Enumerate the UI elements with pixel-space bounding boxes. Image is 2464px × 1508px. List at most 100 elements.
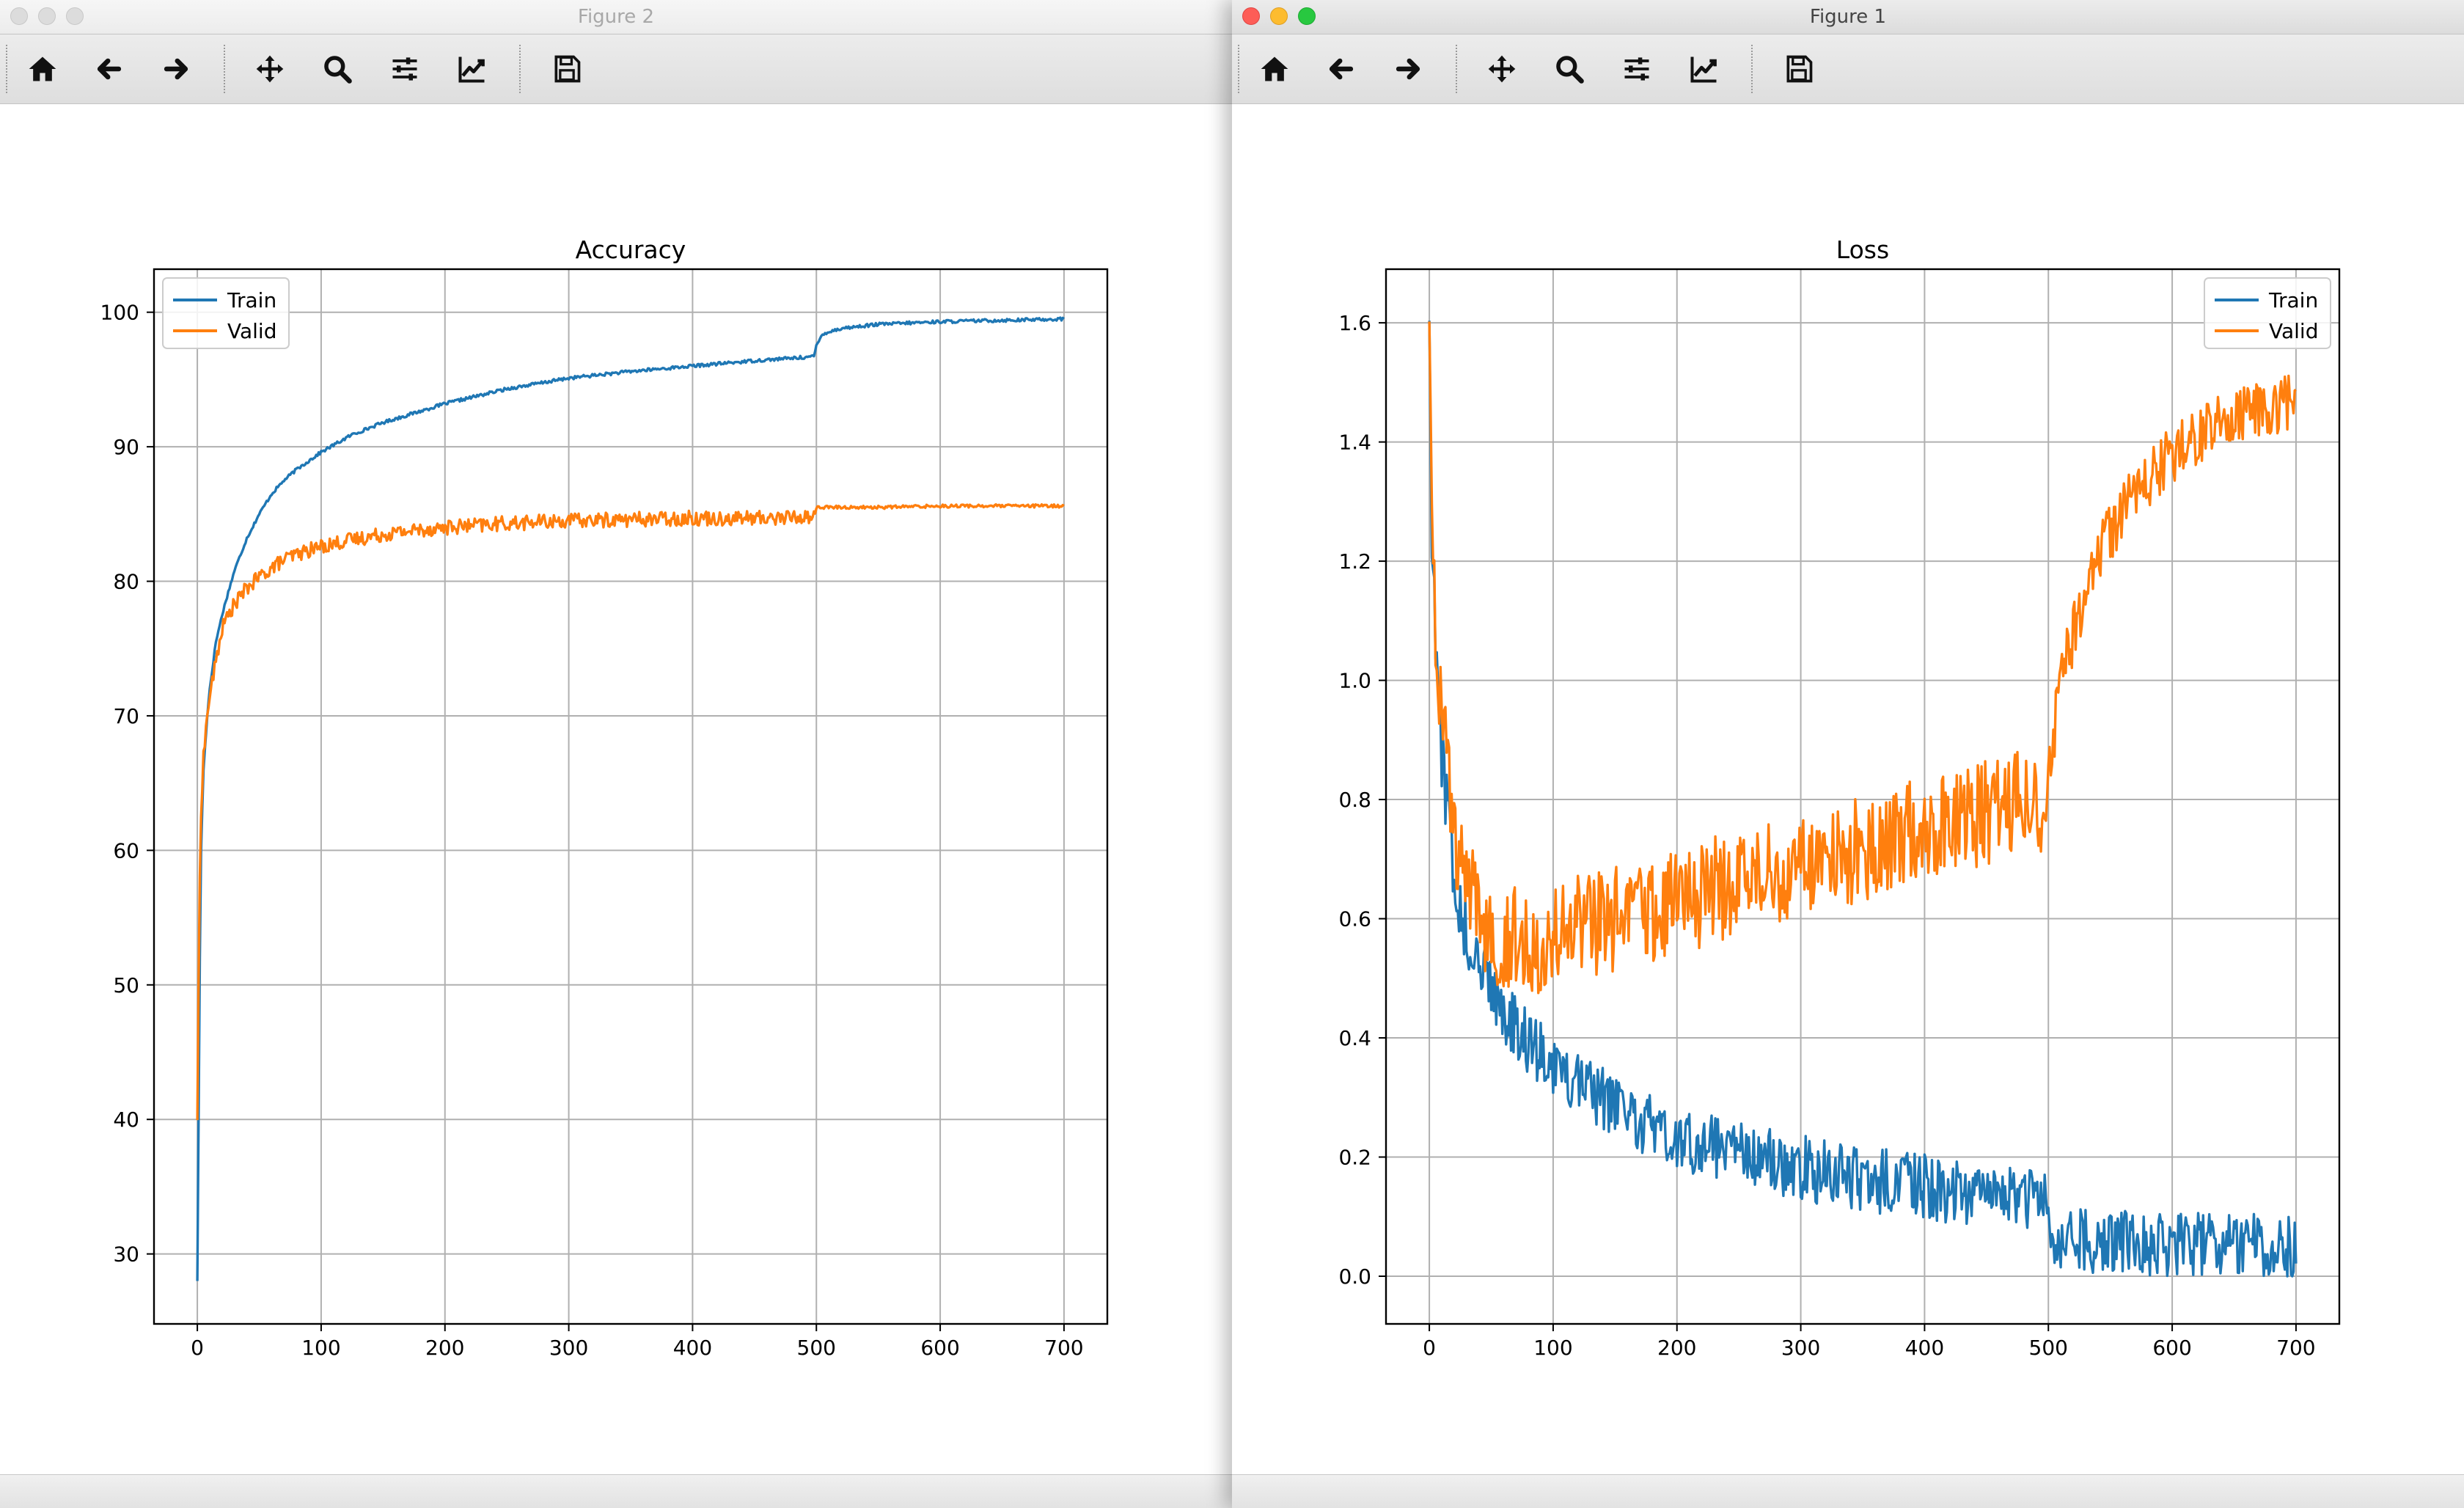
edit-axis-icon — [1690, 56, 1717, 83]
y-tick-label: 50 — [113, 973, 139, 998]
legend-label-train: Train — [2268, 288, 2318, 312]
zoom-button[interactable] — [1298, 7, 1316, 25]
x-tick-label: 200 — [1657, 1336, 1696, 1360]
x-tick-label: 300 — [1781, 1336, 1820, 1360]
legend: Train Valid — [2204, 277, 2331, 349]
configure-subplots-button[interactable] — [389, 53, 421, 85]
figure-1-window: Figure 1 0 100 200 300 400 500 600 700 0.0 0.2 0.4… — [1232, 0, 2464, 1508]
x-tick-label: 600 — [2152, 1336, 2191, 1360]
configure-subplots-icon — [392, 57, 417, 81]
legend-label-train: Train — [227, 288, 276, 312]
save-icon — [554, 55, 581, 83]
pan-icon — [1488, 55, 1516, 83]
y-tick-label: 80 — [113, 570, 139, 594]
axes-frame — [153, 268, 1109, 1325]
accuracy-chart: 0 100 200 300 400 500 600 700 30 40 50 60 70 80 90 100 A… — [100, 235, 1109, 1360]
grid — [154, 269, 1107, 1324]
series-line-valid — [196, 503, 1065, 1121]
window-title: Figure 1 — [1809, 6, 1887, 28]
x-tick-label: 100 — [1533, 1336, 1572, 1360]
legend-label-valid: Valid — [2269, 319, 2318, 343]
x-tick-label: 500 — [797, 1336, 836, 1360]
figure-canvas[interactable]: 0 100 200 300 400 500 600 700 0.0 0.2 0.4 0.6 0.8 1.0… — [1232, 104, 2464, 1474]
loss-chart: 0 100 200 300 400 500 600 700 0.0 0.2 0.4 0.6 0.8 1.0… — [1338, 235, 2341, 1360]
save-button[interactable] — [1783, 53, 1815, 85]
y-tick-label: 60 — [113, 838, 139, 863]
home-button[interactable] — [1258, 53, 1291, 85]
edit-axis-button[interactable] — [1688, 53, 1720, 85]
zoom-button[interactable] — [66, 7, 84, 25]
chart-title: Loss — [1836, 235, 1889, 264]
zoom-rect-button[interactable] — [1553, 53, 1585, 85]
y-tick-label: 1.6 — [1338, 311, 1371, 335]
x-tick-label: 100 — [301, 1336, 340, 1360]
minimize-button[interactable] — [38, 7, 56, 25]
back-arrow-icon — [97, 58, 122, 80]
toolbar-separator — [1751, 45, 1753, 93]
y-tick-label: 0.8 — [1338, 788, 1371, 812]
figure-canvas[interactable]: 0 100 200 300 400 500 600 700 30 40 50 60 70 80 90 100 A… — [0, 104, 1232, 1474]
pan-button[interactable] — [1486, 53, 1518, 85]
close-button[interactable] — [1242, 7, 1260, 25]
figure-2-window: Figure 2 0 100 200 300 400 500 600 700 30 40 50 60 7… — [0, 0, 1232, 1508]
y-tick-label: 40 — [113, 1108, 139, 1132]
back-arrow-icon — [1329, 58, 1354, 80]
status-bar — [0, 1474, 1232, 1508]
x-tick-label: 600 — [920, 1336, 959, 1360]
y-tick-label: 0.2 — [1338, 1146, 1371, 1170]
edit-axis-button[interactable] — [456, 53, 488, 85]
y-tick-label: 0.6 — [1338, 907, 1371, 931]
save-button[interactable] — [551, 53, 583, 85]
pan-button[interactable] — [254, 53, 286, 85]
x-tick-label: 400 — [673, 1336, 712, 1360]
title-bar[interactable]: Figure 2 — [0, 0, 1232, 34]
window-title: Figure 2 — [577, 6, 655, 28]
y-tick-label: 0.4 — [1338, 1026, 1371, 1050]
chart-title: Accuracy — [576, 235, 686, 264]
x-tick-label: 200 — [425, 1336, 464, 1360]
zoom-icon — [324, 56, 352, 84]
minimize-button[interactable] — [1270, 7, 1288, 25]
x-tick-label: 0 — [1423, 1336, 1436, 1360]
x-tick-label: 300 — [549, 1336, 588, 1360]
series-line-train — [1428, 321, 2298, 1278]
save-icon — [1786, 55, 1813, 83]
title-bar[interactable]: Figure 1 — [1232, 0, 2464, 34]
navigation-toolbar — [0, 34, 1232, 104]
x-tick-label: 0 — [191, 1336, 204, 1360]
toolbar-separator — [519, 45, 521, 93]
series-line-valid — [1428, 321, 2297, 995]
x-tick-label: 500 — [2029, 1336, 2068, 1360]
home-button[interactable] — [26, 53, 59, 85]
close-button[interactable] — [10, 7, 28, 25]
window-controls — [10, 7, 94, 28]
legend-label-valid: Valid — [227, 319, 276, 343]
y-tick-label: 70 — [113, 704, 139, 728]
x-tick-label: 700 — [2276, 1336, 2315, 1360]
home-icon — [1261, 56, 1288, 81]
axes-frame — [1385, 268, 2341, 1325]
x-tick-label: 400 — [1905, 1336, 1944, 1360]
forward-button[interactable] — [1392, 53, 1424, 85]
y-tick-label: 1.0 — [1338, 669, 1371, 693]
configure-subplots-button[interactable] — [1621, 53, 1653, 85]
back-button[interactable] — [93, 53, 125, 85]
forward-arrow-icon — [1396, 58, 1420, 80]
toolbar-separator — [1456, 45, 1457, 93]
pan-icon — [256, 55, 284, 83]
y-tick-label: 100 — [100, 301, 139, 325]
zoom-rect-button[interactable] — [321, 53, 353, 85]
configure-subplots-icon — [1624, 57, 1649, 81]
status-bar — [1232, 1474, 2464, 1508]
back-button[interactable] — [1325, 53, 1357, 85]
toolbar-separator — [6, 45, 7, 93]
y-tick-label: 1.4 — [1338, 431, 1371, 455]
legend: Train Valid — [162, 277, 290, 349]
y-tick-label: 90 — [113, 435, 139, 459]
home-icon — [29, 56, 56, 81]
navigation-toolbar — [1232, 34, 2464, 104]
forward-button[interactable] — [160, 53, 192, 85]
window-controls — [1242, 7, 1326, 28]
toolbar-separator — [1238, 45, 1239, 93]
edit-axis-icon — [458, 56, 485, 83]
